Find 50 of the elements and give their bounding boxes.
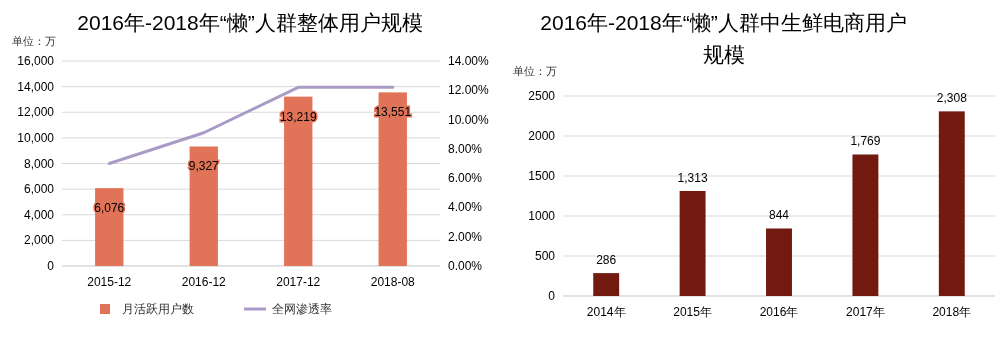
data-label: 1,313 [677,170,708,185]
y-tick-label: 1000 [528,209,556,223]
x-tick-label: 2016年 [759,305,799,319]
x-tick-label: 2016-12 [181,275,227,289]
y-tick-label: 12,000 [17,105,55,120]
y-axis-title: 单位：万 [12,35,56,47]
bar [852,154,879,296]
x-tick-label: 2017年 [846,305,885,319]
bar [938,111,965,296]
x-tick-label: 2015-12 [87,275,132,289]
bar [766,228,792,296]
y2-tick-label: 14.00% [448,54,490,68]
y2-tick-label: 0.00% [448,259,483,273]
y2-tick-label: 12.00% [448,83,490,98]
legend-label: 月活跃用户数 [122,302,194,316]
y-tick-label: 6,000 [23,182,55,197]
y-tick-label: 2,000 [23,233,55,248]
x-tick-label: 2014年 [586,305,626,319]
y-tick-label: 8,000 [23,156,55,171]
y-tick-label: 500 [534,249,556,263]
data-label: 6,076 [94,201,125,216]
y-tick-label: 2000 [528,129,556,143]
bar [679,190,706,296]
y2-tick-label: 6.00% [448,171,483,186]
y-axis-title: 单位：万 [513,65,557,77]
x-tick-label: 2017-12 [276,275,321,289]
chart-title: 2016年-2018年“懒”人群中生鲜电商用户规模 [540,11,907,66]
y2-tick-label: 4.00% [448,200,483,215]
y-tick-label: 10,000 [17,130,55,145]
data-label: 2,308 [936,91,968,106]
y-tick-label: 0 [548,289,556,303]
y-tick-label: 16,000 [17,54,55,68]
y-tick-label: 0 [47,259,55,273]
y-tick-label: 14,000 [17,79,55,94]
x-tick-label: 2018年 [932,305,972,319]
data-label: 9,327 [188,159,220,174]
y-tick-label: 1500 [528,169,556,183]
y-tick-label: 2500 [528,89,556,103]
y-tick-label: 4,000 [23,207,55,222]
x-tick-label: 2018-08 [370,275,416,289]
data-label: 844 [768,208,790,223]
x-tick-label: 2015年 [673,305,712,319]
y2-tick-label: 8.00% [448,141,483,156]
bar [593,273,620,296]
chart-title: 2016年-2018年“懒”人群整体用户规模 [77,11,423,34]
data-label: 1,769 [850,134,881,149]
y2-tick-label: 10.00% [448,112,490,127]
y2-tick-label: 2.00% [448,229,483,244]
data-label: 286 [596,253,617,268]
legend-label: 全网渗透率 [272,302,332,316]
